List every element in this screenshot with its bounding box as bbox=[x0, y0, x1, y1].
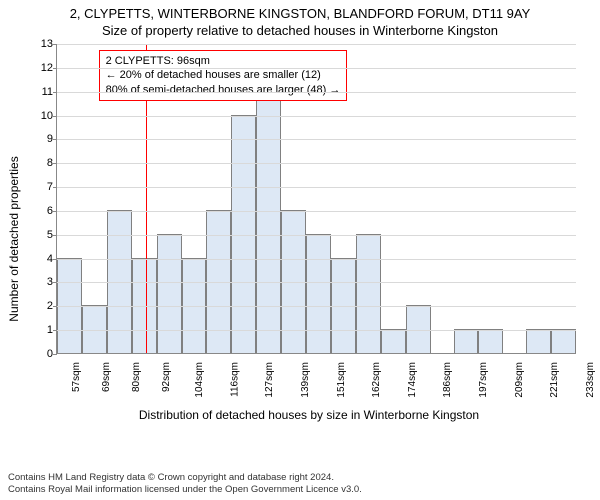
x-tick-label: 57sqm bbox=[71, 362, 82, 392]
gridline bbox=[57, 44, 576, 45]
y-tick-label: 7 bbox=[33, 181, 53, 193]
bar bbox=[231, 115, 256, 353]
annotation-line3: 80% of semi-detached houses are larger (… bbox=[106, 83, 341, 97]
bar bbox=[381, 329, 406, 353]
y-tick-mark bbox=[53, 44, 57, 45]
x-tick-label: 197sqm bbox=[478, 362, 489, 398]
gridline bbox=[57, 163, 576, 164]
x-tick-label: 186sqm bbox=[442, 362, 453, 398]
annotation-line2: ← 20% of detached houses are smaller (12… bbox=[106, 68, 341, 82]
y-tick-mark bbox=[53, 330, 57, 331]
gridline bbox=[57, 211, 576, 212]
y-tick-label: 5 bbox=[33, 229, 53, 241]
y-tick-mark bbox=[53, 187, 57, 188]
y-tick-mark bbox=[53, 282, 57, 283]
y-tick-label: 4 bbox=[33, 253, 53, 265]
x-tick-label: 127sqm bbox=[264, 362, 275, 398]
y-tick-mark bbox=[53, 139, 57, 140]
annotation-line1: 2 CLYPETTS: 96sqm bbox=[106, 54, 341, 68]
x-tick-label: 162sqm bbox=[371, 362, 382, 398]
y-tick-mark bbox=[53, 211, 57, 212]
x-tick-label: 151sqm bbox=[335, 362, 346, 398]
y-tick-mark bbox=[53, 92, 57, 93]
y-tick-label: 0 bbox=[33, 348, 53, 360]
annotation-box: 2 CLYPETTS: 96sqm ← 20% of detached hous… bbox=[99, 50, 348, 101]
y-axis-label: Number of detached properties bbox=[7, 156, 21, 321]
y-tick-label: 6 bbox=[33, 205, 53, 217]
gridline bbox=[57, 330, 576, 331]
x-tick-label: 69sqm bbox=[101, 362, 112, 392]
chart-title-sub: Size of property relative to detached ho… bbox=[0, 21, 600, 38]
gridline bbox=[57, 187, 576, 188]
y-tick-mark bbox=[53, 163, 57, 164]
chart-area: Number of detached properties 2 CLYPETTS… bbox=[28, 44, 590, 434]
x-axis-ticklabels: 57sqm69sqm80sqm92sqm104sqm116sqm127sqm13… bbox=[56, 358, 576, 369]
gridline bbox=[57, 282, 576, 283]
y-tick-label: 8 bbox=[33, 157, 53, 169]
x-tick-label: 233sqm bbox=[584, 362, 595, 398]
gridline bbox=[57, 259, 576, 260]
gridline bbox=[57, 116, 576, 117]
gridline bbox=[57, 92, 576, 93]
y-tick-label: 11 bbox=[33, 86, 53, 98]
bar bbox=[356, 234, 381, 353]
x-tick-label: 221sqm bbox=[549, 362, 560, 398]
y-tick-label: 9 bbox=[33, 133, 53, 145]
chart-container: 2, CLYPETTS, WINTERBORNE KINGSTON, BLAND… bbox=[0, 0, 600, 500]
gridline bbox=[57, 235, 576, 236]
bar bbox=[306, 234, 331, 353]
gridline bbox=[57, 139, 576, 140]
y-tick-label: 12 bbox=[33, 62, 53, 74]
y-tick-label: 1 bbox=[33, 324, 53, 336]
y-tick-label: 2 bbox=[33, 300, 53, 312]
x-tick-label: 139sqm bbox=[300, 362, 311, 398]
y-tick-mark bbox=[53, 259, 57, 260]
bar bbox=[157, 234, 182, 353]
x-tick-label: 174sqm bbox=[407, 362, 418, 398]
bar bbox=[478, 329, 503, 353]
x-tick-label: 116sqm bbox=[229, 362, 240, 397]
y-tick-mark bbox=[53, 235, 57, 236]
bar bbox=[454, 329, 479, 353]
y-tick-label: 10 bbox=[33, 110, 53, 122]
x-axis-label: Distribution of detached houses by size … bbox=[28, 408, 590, 422]
bar bbox=[256, 91, 281, 353]
chart-title-main: 2, CLYPETTS, WINTERBORNE KINGSTON, BLAND… bbox=[0, 0, 600, 21]
footer-line1: Contains HM Land Registry data © Crown c… bbox=[8, 472, 362, 484]
bar bbox=[526, 329, 551, 353]
y-tick-mark bbox=[53, 306, 57, 307]
x-tick-label: 80sqm bbox=[131, 362, 142, 392]
footer-attribution: Contains HM Land Registry data © Crown c… bbox=[8, 472, 362, 496]
x-tick-label: 209sqm bbox=[513, 362, 524, 398]
y-tick-mark bbox=[53, 354, 57, 355]
plot-region: 2 CLYPETTS: 96sqm ← 20% of detached hous… bbox=[56, 44, 576, 354]
y-tick-mark bbox=[53, 68, 57, 69]
gridline bbox=[57, 306, 576, 307]
x-tick-label: 104sqm bbox=[194, 362, 205, 398]
y-tick-mark bbox=[53, 116, 57, 117]
y-tick-label: 3 bbox=[33, 276, 53, 288]
y-tick-label: 13 bbox=[33, 38, 53, 50]
footer-line2: Contains Royal Mail information licensed… bbox=[8, 484, 362, 496]
bar bbox=[551, 329, 576, 353]
x-tick-label: 92sqm bbox=[161, 362, 172, 392]
gridline bbox=[57, 68, 576, 69]
